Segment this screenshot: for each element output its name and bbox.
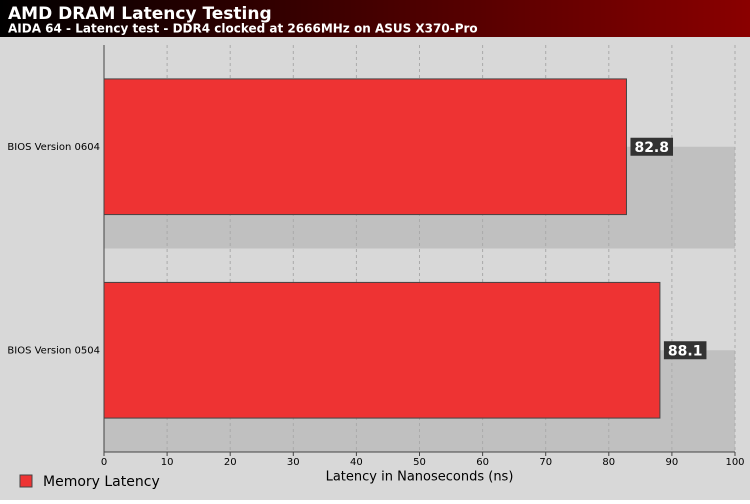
x-tick-label: 80 [602, 457, 615, 468]
x-tick-label: 50 [413, 457, 426, 468]
header [0, 0, 750, 37]
legend-label: Memory Latency [43, 474, 160, 490]
value-label-bg [630, 137, 674, 156]
chart-subtitle: AIDA 64 - Latency test - DDR4 clocked at… [8, 22, 478, 36]
chart-title: AMD DRAM Latency Testing [8, 4, 272, 24]
value-label: 82.8 [634, 140, 669, 156]
value-label-bg [663, 341, 707, 360]
x-axis-label: Latency in Nanoseconds (ns) [326, 470, 514, 485]
x-tick-label: 90 [666, 457, 679, 468]
x-tick-label: 0 [101, 457, 107, 468]
legend-swatch [19, 474, 33, 488]
x-tick-label: 40 [350, 457, 363, 468]
bar [103, 78, 627, 216]
x-tick-label: 70 [539, 457, 552, 468]
y-tick-label: BIOS Version 0504 [7, 345, 100, 356]
x-tick-label: 20 [224, 457, 237, 468]
x-tick-label: 10 [161, 457, 174, 468]
x-tick-label: 100 [725, 457, 744, 468]
bar [103, 281, 661, 419]
x-tick-label: 30 [287, 457, 300, 468]
x-tick-label: 60 [476, 457, 489, 468]
value-label: 88.1 [668, 343, 703, 359]
y-tick-label: BIOS Version 0604 [7, 142, 100, 153]
